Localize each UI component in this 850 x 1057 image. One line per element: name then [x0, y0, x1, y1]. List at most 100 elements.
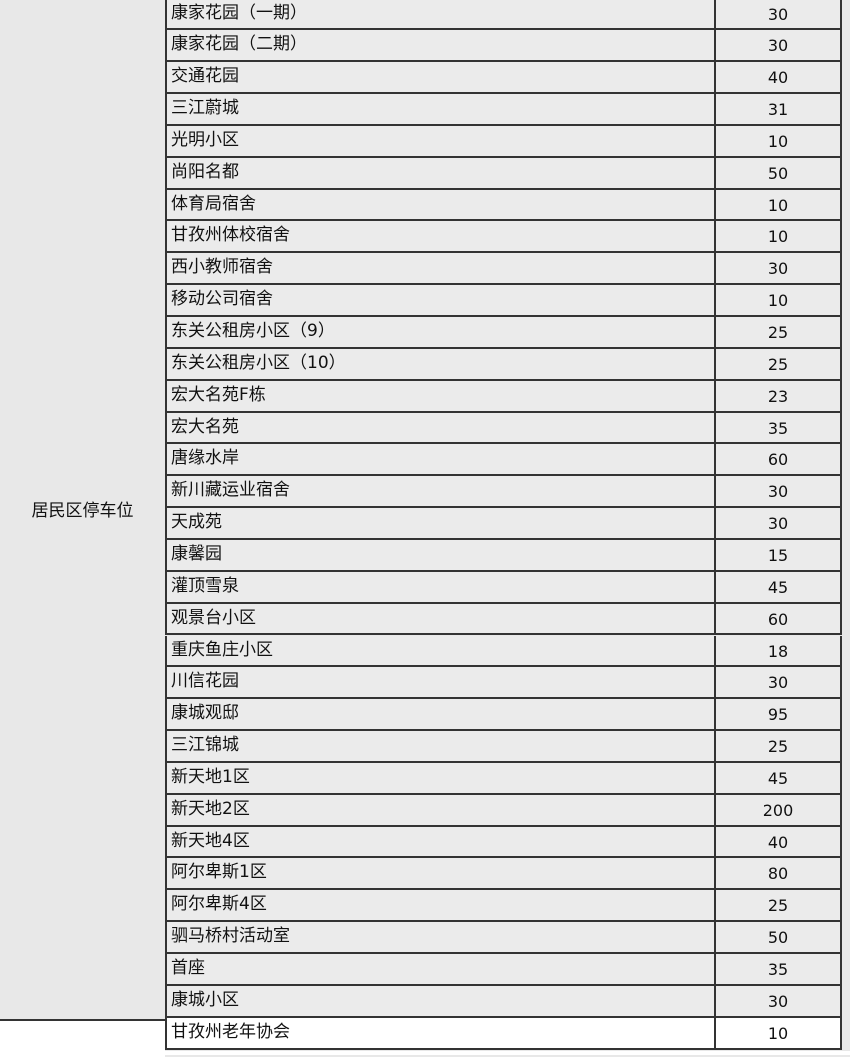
place-name: 三江蔚城: [167, 94, 716, 124]
place-name: 驷马桥村活动室: [167, 922, 716, 952]
table-row: 阿尔卑斯4区 25: [165, 890, 842, 923]
parking-count: 40: [767, 832, 789, 852]
place-name: 首座: [167, 954, 716, 984]
place-name: 康城观邸: [167, 699, 716, 730]
place-name: 甘孜州老年协会: [167, 1017, 716, 1048]
parking-count: 50: [767, 928, 789, 948]
place-name: 川信花园: [167, 667, 716, 698]
empty-group-cell: [0, 1019, 165, 1057]
parking-count: 45: [767, 577, 789, 597]
table-row: 西小教师宿舍 30: [165, 253, 842, 286]
parking-count: 60: [767, 609, 789, 629]
table-row: 交通花园 40: [165, 62, 842, 95]
parking-count: 18: [767, 641, 789, 661]
place-name: 观景台小区: [167, 603, 716, 634]
table-row: 移动公司宿舍 10: [165, 285, 842, 317]
place-name: 移动公司宿舍: [167, 285, 716, 315]
table-row: 灌顶雪泉 45: [165, 571, 842, 604]
place-name: 三江锦城: [167, 731, 716, 761]
page-bottom: [0, 1051, 850, 1055]
table-row: 新天地2区 200: [165, 794, 842, 827]
place-name: 阿尔卑斯1区: [167, 858, 716, 889]
table-row: 康城小区 30: [165, 985, 842, 1018]
parking-count: 50: [767, 163, 789, 183]
parking-count: 30: [767, 4, 789, 24]
table-row: 东关公租房小区（9） 25: [165, 317, 842, 349]
place-name: 唐缘水岸: [167, 444, 716, 475]
parking-count: 200: [762, 800, 794, 820]
place-name: 甘孜州体校宿舍: [167, 221, 716, 252]
place-name: 东关公租房小区（9）: [167, 317, 716, 347]
place-name: 光明小区: [167, 125, 716, 156]
place-name: 灌顶雪泉: [167, 571, 716, 602]
table-row: 甘孜州老年协会 10: [165, 1017, 842, 1050]
table-row: 重庆鱼庄小区 18: [165, 635, 842, 668]
place-name: 阿尔卑斯4区: [167, 890, 716, 921]
table-row: 新天地4区 40: [165, 826, 842, 859]
table-row: 康馨园 15: [165, 539, 842, 572]
place-name: 新天地4区: [167, 826, 716, 857]
table-row: 尚阳名都 50: [165, 157, 842, 190]
table-row: 唐缘水岸 60: [165, 444, 842, 477]
table-row: 康家花园（二期） 30: [165, 30, 842, 63]
parking-count: 30: [767, 991, 789, 1011]
table-row: 驷马桥村活动室 50: [165, 922, 842, 954]
group-label-cell: 居民区停车位: [0, 0, 165, 1019]
table-row: 东关公租房小区（10） 25: [165, 348, 842, 381]
table-row: 三江锦城 25: [165, 731, 842, 763]
parking-count: 25: [767, 737, 789, 757]
parking-count: 45: [767, 768, 789, 788]
table-row: 三江蔚城 31: [165, 94, 842, 126]
place-name: 尚阳名都: [167, 157, 716, 188]
parking-count: 10: [767, 227, 789, 247]
parking-count: 40: [767, 68, 789, 88]
place-name: 康家花园（一期）: [167, 0, 716, 29]
parking-count: 30: [767, 482, 789, 502]
table-row: 川信花园 30: [165, 667, 842, 700]
parking-count: 10: [767, 1023, 789, 1043]
table-row: 康家花园（一期） 30: [165, 0, 842, 31]
table-row: 首座 35: [165, 954, 842, 986]
place-name: 新天地2区: [167, 794, 716, 825]
table-row: 观景台小区 60: [165, 603, 842, 636]
table-row: 光明小区 10: [165, 125, 842, 158]
parking-count: 30: [767, 36, 789, 56]
place-name: 康城小区: [167, 985, 716, 1016]
parking-count: 10: [767, 291, 789, 311]
place-name: 新川藏运业宿舍: [167, 476, 716, 507]
parking-count: 10: [767, 131, 789, 151]
parking-count: 25: [767, 896, 789, 916]
parking-count: 95: [767, 705, 789, 725]
place-name: 康家花园（二期）: [167, 30, 716, 61]
parking-count: 15: [767, 545, 789, 565]
parking-count: 25: [767, 354, 789, 374]
table-row: 体育局宿舍 10: [165, 189, 842, 222]
parking-count: 23: [767, 386, 789, 406]
parking-count: 30: [767, 673, 789, 693]
place-name: 宏大名苑: [167, 412, 716, 443]
parking-count: 10: [767, 195, 789, 215]
group-label: 居民区停车位: [31, 501, 134, 521]
place-name: 西小教师宿舍: [167, 253, 716, 284]
place-name: 康馨园: [167, 539, 716, 570]
parking-count: 30: [767, 259, 789, 279]
table-row: 阿尔卑斯1区 80: [165, 858, 842, 891]
table-row: 新川藏运业宿舍 30: [165, 476, 842, 509]
parking-count: 30: [767, 514, 789, 534]
table-row: 天成苑 30: [165, 508, 842, 540]
place-name: 重庆鱼庄小区: [167, 635, 716, 666]
parking-count: 80: [767, 864, 789, 884]
parking-count: 25: [767, 323, 789, 342]
table-row: 宏大名苑F栋 23: [165, 380, 842, 413]
place-name: 东关公租房小区（10）: [167, 348, 716, 379]
place-name: 天成苑: [167, 508, 716, 538]
table-row: 宏大名苑 35: [165, 412, 842, 445]
place-name: 宏大名苑F栋: [167, 380, 716, 411]
parking-count: 35: [767, 418, 789, 438]
parking-count: 31: [767, 100, 789, 120]
table-row: 康城观邸 95: [165, 699, 842, 732]
parking-count: 35: [767, 960, 789, 979]
parking-count: 60: [767, 450, 789, 470]
table-row: 甘孜州体校宿舍 10: [165, 221, 842, 254]
place-name: 交通花园: [167, 62, 716, 93]
